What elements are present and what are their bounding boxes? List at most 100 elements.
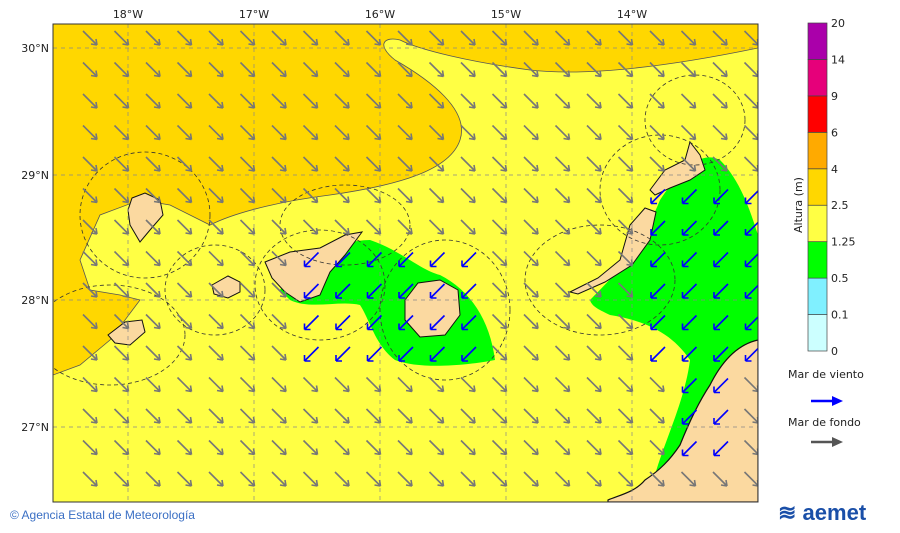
swell-arrow	[712, 124, 728, 141]
wind-sea-arrow-icon	[811, 396, 843, 406]
swell-arrow	[460, 439, 476, 456]
swell-arrow	[145, 345, 161, 361]
colorbar-level-label: 0.5	[831, 272, 849, 285]
swell-arrow	[397, 439, 413, 456]
swell-arrow	[176, 408, 193, 424]
swell-arrow	[271, 187, 287, 204]
swell-arrow	[271, 439, 287, 456]
swell-arrow	[82, 61, 98, 78]
wind-sea-arrow	[461, 346, 477, 362]
swell-arrow	[523, 156, 539, 172]
swell-arrow	[145, 156, 161, 172]
swell-arrow	[491, 250, 508, 267]
lat-tick: 29°N	[21, 169, 49, 182]
swell-arrow	[617, 471, 634, 487]
swell-arrow	[428, 156, 445, 172]
swell-arrow	[334, 124, 350, 141]
swell-arrow	[586, 124, 602, 141]
swell-arrow	[239, 408, 256, 424]
lat-tick-labels: 30°N 29°N 28°N 27°N	[21, 42, 49, 434]
swell-arrow	[239, 282, 256, 298]
swell-arrow	[712, 93, 728, 109]
swell-arrow	[334, 376, 350, 393]
swell-arrow	[208, 313, 224, 330]
swell-arrow	[617, 93, 634, 109]
swell-arrow	[113, 439, 130, 456]
colorbar-swatch	[807, 59, 828, 97]
swell-arrow	[302, 30, 319, 46]
wind-sea-arrow	[713, 377, 729, 394]
colorbar-level-label: 0	[831, 345, 838, 358]
swell-arrow	[680, 30, 697, 46]
wind-sea-arrow	[398, 251, 414, 268]
swell-arrow	[239, 345, 256, 361]
swell-arrow	[491, 219, 508, 235]
colorbar-swatch	[807, 241, 828, 279]
swell-arrow	[113, 376, 130, 393]
swell-arrow	[649, 61, 665, 78]
swell-arrow	[82, 93, 98, 109]
swell-arrow	[491, 376, 508, 393]
swell-label: Mar de fondo	[788, 416, 861, 429]
swell-arrow	[649, 471, 665, 487]
wind-sea-arrow	[681, 377, 698, 394]
swell-arrow	[271, 156, 287, 172]
swell-arrow	[586, 93, 602, 109]
lat-tick: 28°N	[21, 294, 49, 307]
wind-sea-arrow	[335, 251, 351, 268]
swell-arrow	[145, 93, 161, 109]
colorbar-level-label: 4	[831, 163, 838, 176]
swell-arrow	[491, 408, 508, 424]
swell-arrow	[523, 30, 539, 46]
swell-arrow	[365, 30, 382, 46]
wind-sea-arrow	[713, 409, 729, 425]
swell-arrow	[586, 250, 602, 267]
swell-arrow	[397, 124, 413, 141]
swell-arrow	[113, 30, 130, 46]
swell-arrow	[82, 345, 98, 361]
swell-arrow	[145, 282, 161, 298]
lon-tick: 15°W	[491, 8, 521, 21]
wind-sea-arrow	[713, 188, 729, 205]
wind-sea-arrow	[681, 283, 698, 299]
swell-arrow	[680, 93, 697, 109]
swell-arrow	[680, 61, 697, 78]
swell-arrow	[176, 124, 193, 141]
swell-arrow	[617, 61, 634, 78]
swell-arrow	[523, 250, 539, 267]
swell-arrow	[617, 408, 634, 424]
swell-arrow	[680, 124, 697, 141]
swell-arrow	[586, 408, 602, 424]
swell-arrow	[113, 408, 130, 424]
swell-arrow	[649, 156, 665, 172]
swell-arrow	[113, 93, 130, 109]
colorbar-swatch	[807, 22, 828, 60]
swell-arrow	[271, 376, 287, 393]
swell-arrow	[586, 345, 602, 361]
colorbar: 0 0.1 0.5 1.25 2.5 4 6 9 14 20	[807, 17, 856, 358]
swell-arrow	[176, 187, 193, 204]
swell-arrow	[712, 61, 728, 78]
swell-arrow	[239, 219, 256, 235]
swell-arrow	[239, 187, 256, 204]
swell-arrow	[460, 471, 476, 487]
swell-arrow	[617, 345, 634, 361]
swell-arrow	[586, 282, 602, 298]
island-fuerteventura	[568, 207, 657, 295]
swell-arrow	[586, 187, 602, 204]
swell-arrow	[428, 61, 445, 78]
wind-sea-arrow	[366, 251, 383, 268]
swell-arrow	[365, 156, 382, 172]
swell-arrow	[523, 61, 539, 78]
swell-arrow	[271, 250, 287, 267]
green-region-east	[590, 157, 758, 481]
swell-arrow	[239, 61, 256, 78]
swell-arrow	[176, 61, 193, 78]
swell-arrow	[428, 187, 445, 204]
swell-arrow	[82, 156, 98, 172]
swell-arrow	[365, 376, 382, 393]
wind-sea-arrow	[744, 315, 758, 331]
swell-arrow	[491, 61, 508, 78]
swell-arrow	[586, 376, 602, 393]
swell-arrow	[491, 124, 508, 141]
